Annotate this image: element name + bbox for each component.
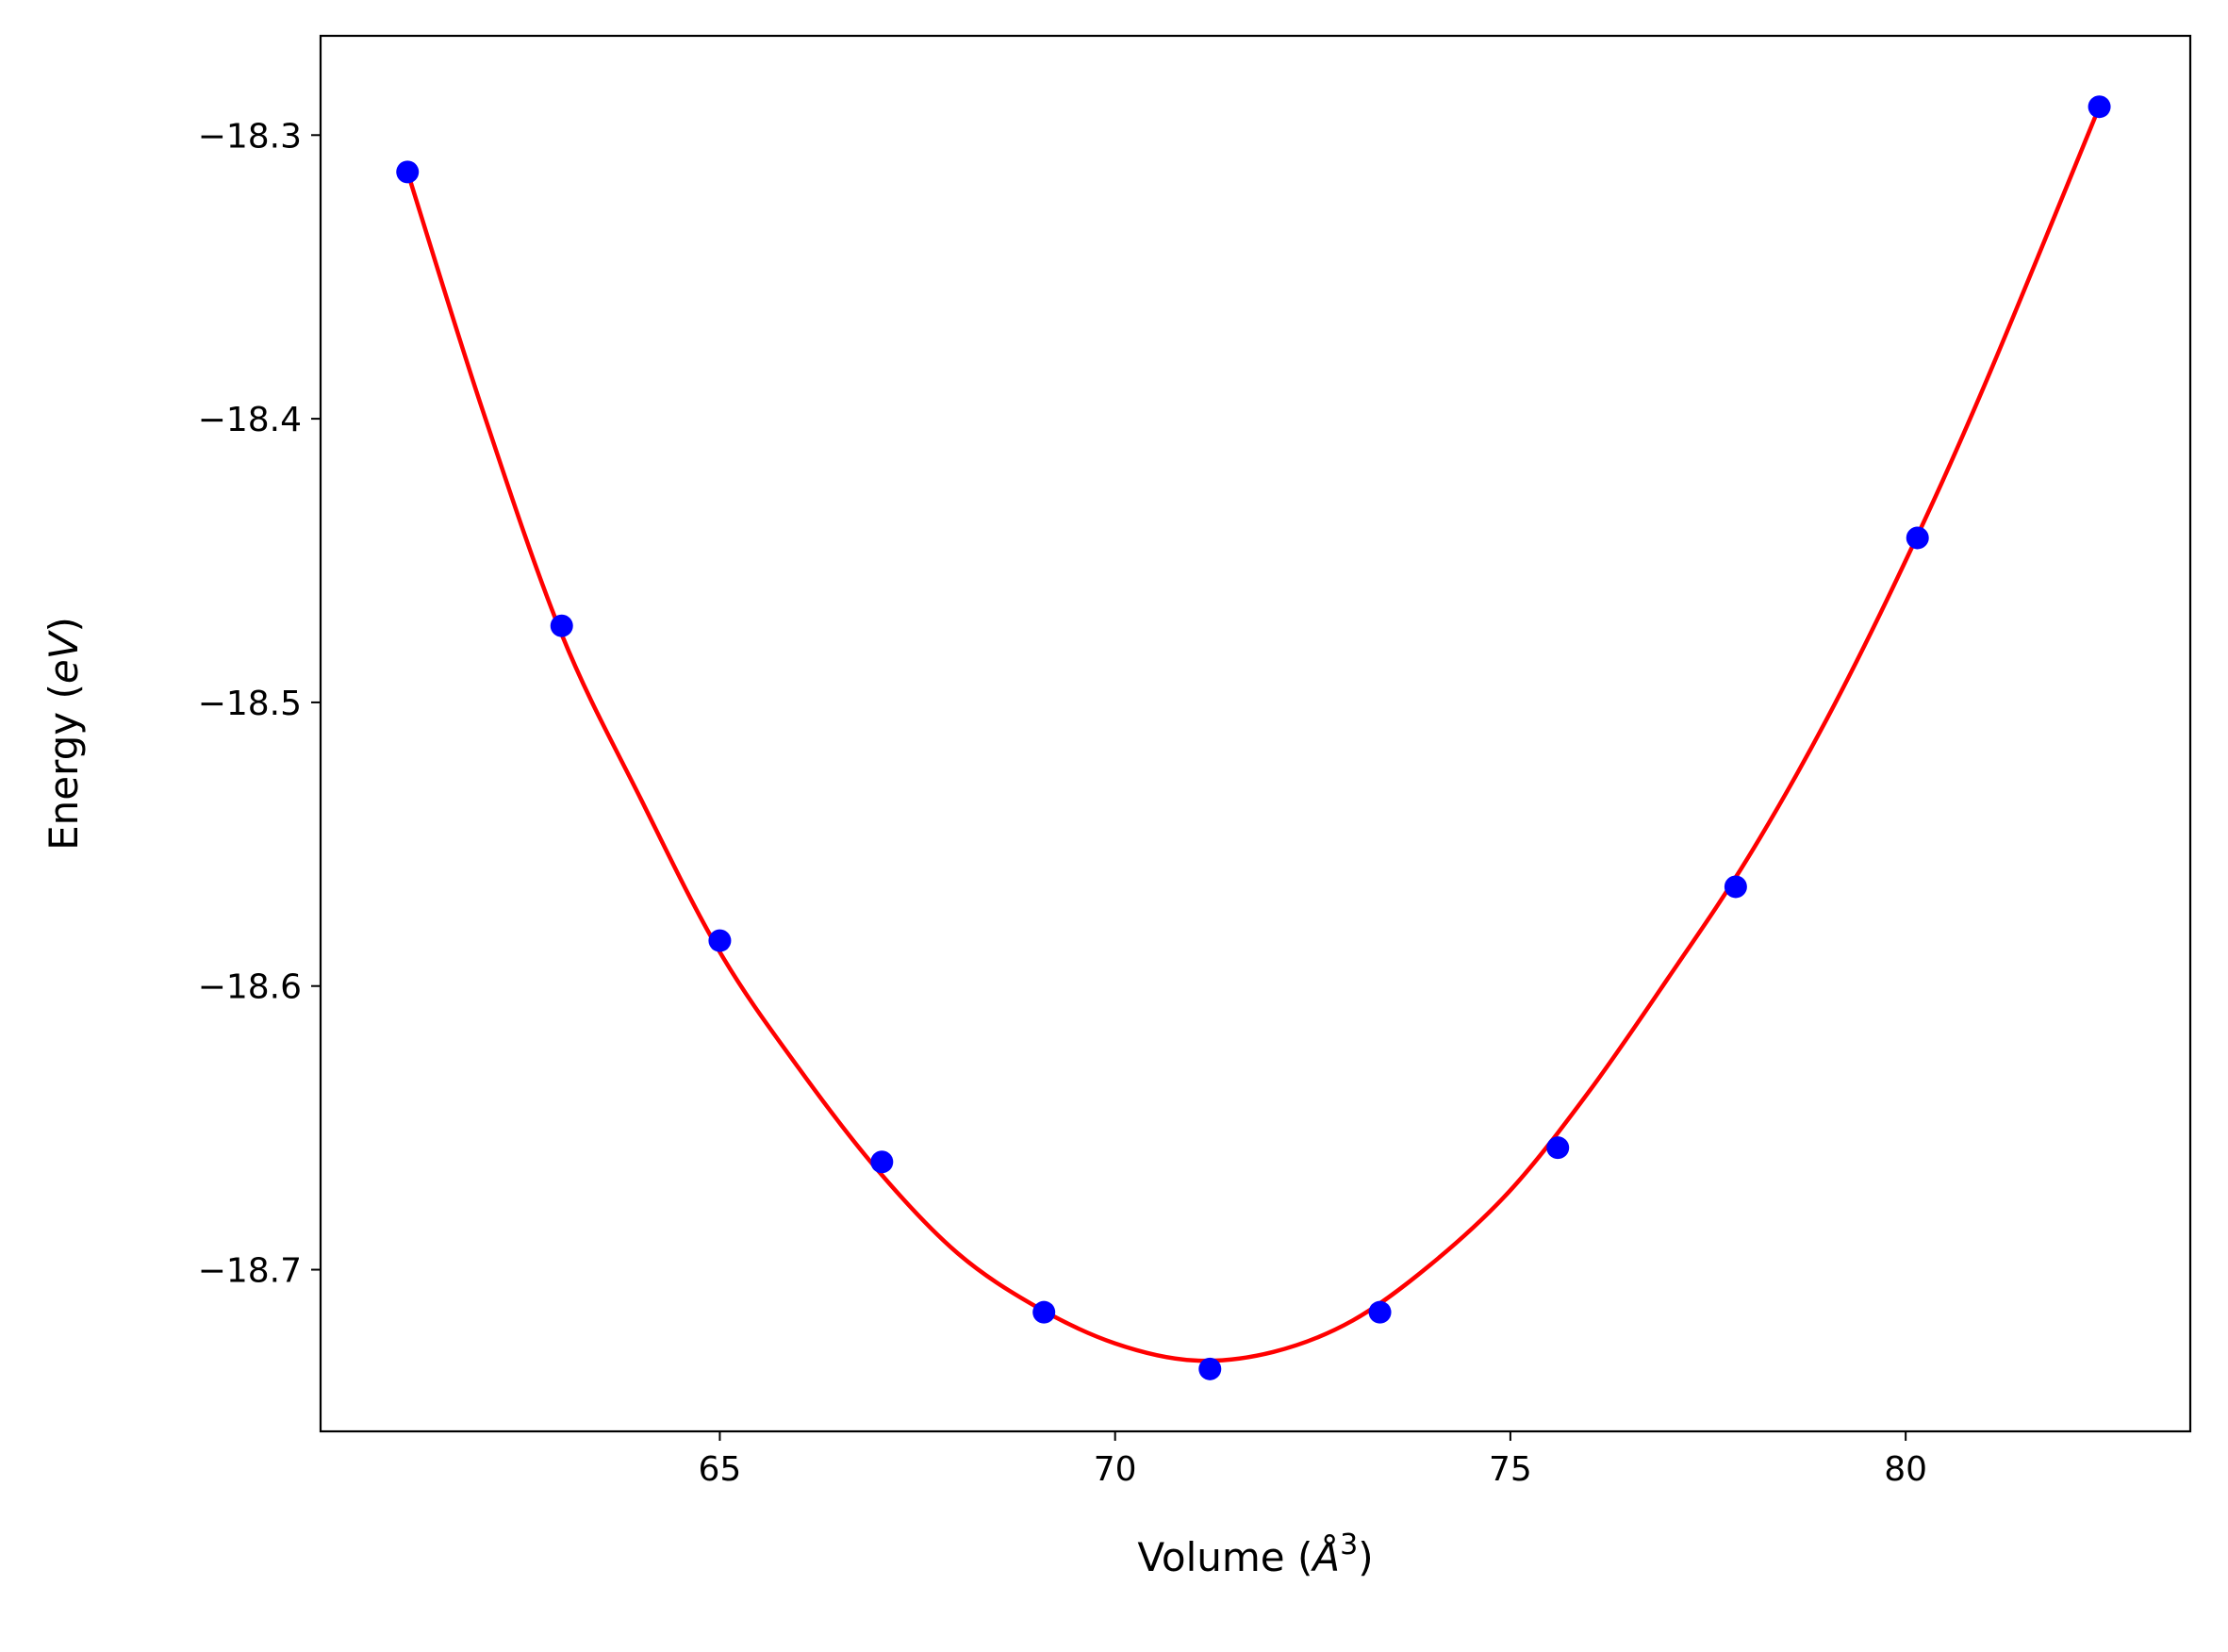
- y-axis-label: Energy (eV): [41, 617, 87, 851]
- series-layer: [396, 95, 2111, 1380]
- y-tick-label: −18.3: [198, 117, 302, 156]
- x-tick-label: 80: [1884, 1450, 1927, 1489]
- y-tick-label: −18.5: [198, 685, 302, 723]
- x-axis-ticks: 65 70 75 80: [699, 1431, 1927, 1489]
- y-axis-ticks: −18.3 −18.4 −18.5 −18.6 −18.7: [198, 117, 321, 1291]
- data-point: [708, 929, 732, 952]
- x-tick-label: 70: [1094, 1450, 1137, 1489]
- data-point: [396, 160, 420, 184]
- data-point: [1724, 875, 1747, 899]
- x-tick-label: 75: [1489, 1450, 1532, 1489]
- data-point: [1032, 1300, 1056, 1324]
- x-axis-label: Volume (Å3): [1137, 1528, 1373, 1580]
- x-tick-label: 65: [699, 1450, 742, 1489]
- fit-curve: [405, 106, 2102, 1363]
- axes-frame: [319, 34, 2192, 1433]
- data-point: [1198, 1357, 1222, 1380]
- data-point: [1546, 1136, 1570, 1160]
- data-point: [1906, 526, 1929, 550]
- data-point: [870, 1150, 894, 1174]
- data-point: [1368, 1300, 1392, 1324]
- data-point: [550, 614, 573, 637]
- y-tick-label: −18.4: [198, 401, 302, 439]
- y-tick-label: −18.6: [198, 968, 302, 1007]
- y-tick-label: −18.7: [198, 1252, 302, 1291]
- data-point: [2088, 95, 2111, 119]
